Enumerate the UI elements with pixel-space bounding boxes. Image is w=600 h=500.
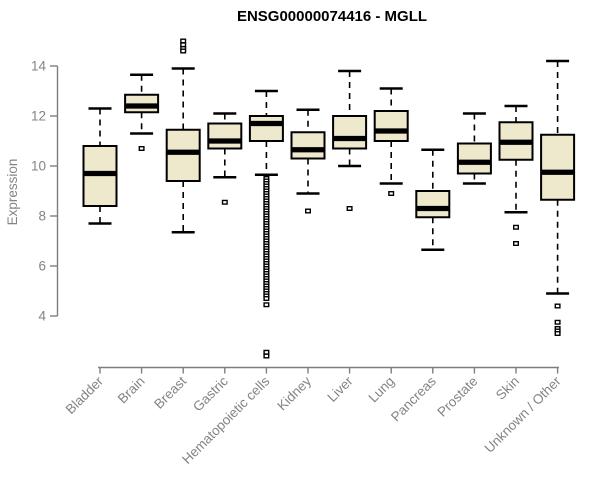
boxplot-bladder — [82, 107, 118, 225]
outlier-point — [554, 303, 561, 309]
outlier-point — [263, 296, 270, 302]
iqr-box — [456, 142, 492, 175]
iqr-box — [415, 190, 451, 219]
iqr-box — [540, 133, 576, 201]
outlier-point — [180, 48, 187, 54]
y-tick-label: 4 — [38, 309, 46, 324]
iqr-box — [332, 115, 368, 150]
x-category-label-pancreas: Pancreas — [388, 373, 439, 424]
iqr-box — [165, 128, 201, 182]
x-category-label-bladder: Bladder — [63, 373, 107, 417]
boxplot-pancreas — [415, 148, 451, 251]
boxplot-skin — [498, 104, 534, 246]
x-category-label-breast: Breast — [151, 373, 189, 411]
outlier-point — [138, 145, 145, 151]
iqr-box — [373, 110, 409, 142]
plot-area: 4 6 8 10 12 14 Bladder Brain Breast GastricHemato… — [31, 38, 576, 467]
x-category-label-kidney: Kidney — [274, 373, 314, 413]
outlier-point — [346, 205, 353, 211]
outlier-point — [263, 353, 270, 359]
boxplot-unknown-other — [540, 59, 576, 337]
outlier-point — [554, 319, 561, 325]
x-category-label-gastric: Gastric — [190, 373, 231, 414]
outlier-point — [305, 208, 312, 214]
y-tick-label: 10 — [31, 159, 46, 174]
y-axis-title: Expression — [5, 159, 20, 226]
x-category-label-brain: Brain — [115, 374, 148, 407]
y-tick-label: 12 — [31, 109, 46, 124]
outlier-point — [513, 224, 520, 230]
boxplot-prostate — [456, 112, 492, 185]
outlier-point — [513, 240, 520, 246]
iqr-box — [207, 122, 243, 150]
iqr-box — [248, 115, 284, 142]
iqr-box — [290, 131, 326, 160]
y-axis: 4 6 8 10 12 14 — [31, 59, 59, 324]
y-tick-label: 14 — [31, 59, 47, 74]
boxplot-kidney — [290, 108, 326, 214]
x-category-label-lung: Lung — [365, 374, 397, 406]
x-category-label-prostate: Prostate — [434, 374, 480, 420]
y-tick-label: 6 — [38, 259, 46, 274]
boxplot-lung — [373, 87, 409, 196]
y-tick-label: 8 — [38, 209, 46, 224]
boxplot-liver — [332, 69, 368, 211]
x-category-label-liver: Liver — [324, 373, 356, 405]
outlier-point — [221, 199, 228, 205]
boxplot-hematopoietic-cells — [248, 89, 284, 359]
boxplot-breast — [165, 38, 201, 234]
boxplot-brain — [124, 73, 160, 151]
chart-title: ENSG00000074416 - MGLL — [237, 8, 427, 25]
x-category-label-unknown-other: Unknown / Other — [481, 373, 564, 456]
outlier-point — [263, 302, 270, 308]
boxplot-gastric — [207, 112, 243, 205]
outlier-point — [388, 190, 395, 196]
x-category-label-skin: Skin — [493, 374, 522, 403]
outlier-point — [554, 331, 561, 337]
